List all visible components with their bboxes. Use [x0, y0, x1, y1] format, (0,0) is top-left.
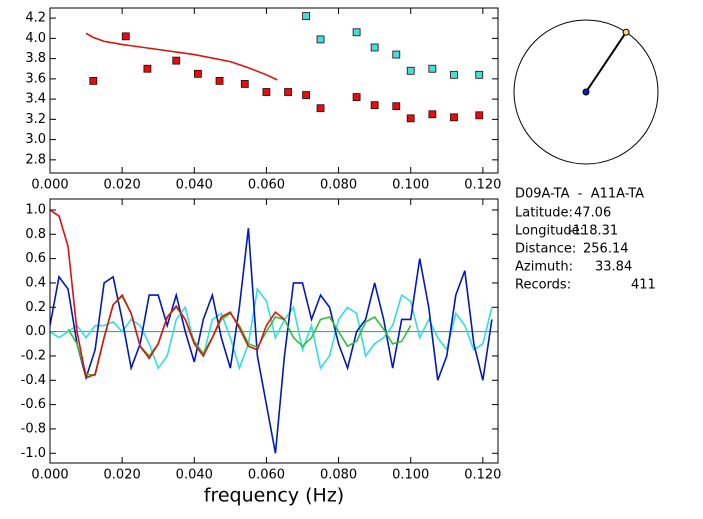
info-value: 411 [631, 278, 656, 293]
marker [316, 35, 325, 44]
marker [428, 64, 437, 73]
marker [450, 70, 458, 79]
line [50, 228, 493, 454]
x-tick-label: 0.000 [31, 468, 68, 483]
marker [352, 28, 361, 37]
y-tick-label: 4.2 [25, 11, 46, 26]
y-tick-label: -1.0 [21, 446, 46, 461]
marker [284, 88, 292, 96]
marker [475, 70, 484, 79]
marker [392, 50, 401, 59]
marker [240, 80, 249, 88]
marker [143, 64, 152, 73]
info-title: D09A-TA - A11A-TA [515, 187, 644, 202]
x-tick-label: 0.100 [392, 178, 429, 193]
info-label: Distance: [515, 242, 576, 257]
x-tick-label: 0.120 [464, 178, 501, 193]
marker [370, 43, 379, 52]
marker [406, 114, 415, 123]
y-tick-label: 3.2 [25, 112, 46, 127]
x-tick-label: 0.120 [464, 468, 501, 483]
marker [89, 76, 98, 85]
x-tick-label: 0.060 [248, 468, 285, 483]
marker [302, 91, 311, 99]
y-tick-label: 0.4 [25, 275, 46, 290]
station-marker [582, 88, 590, 96]
info-value: -118.31 [568, 224, 618, 239]
x-tick-label: 0.060 [248, 178, 285, 193]
marker [475, 111, 484, 120]
marker [370, 101, 379, 110]
y-tick-label: 4.0 [25, 31, 46, 46]
line [50, 209, 285, 379]
info-value: 33.84 [595, 260, 632, 275]
y-tick-label: 3.4 [25, 92, 46, 107]
info-label: Latitude: [515, 206, 573, 221]
plot-area [50, 209, 493, 454]
y-tick-label: 3.6 [25, 71, 46, 86]
marker [352, 93, 361, 101]
marker [215, 76, 224, 85]
info-value: 47.06 [574, 206, 611, 221]
y-tick-label: -0.6 [21, 397, 46, 412]
marker [262, 88, 271, 96]
y-tick-label: 3.0 [25, 132, 46, 147]
marker [302, 12, 311, 20]
x-tick-label: 0.040 [176, 468, 213, 483]
y-tick-label: 2.8 [25, 152, 46, 167]
y-tick-label: 0.8 [25, 227, 46, 242]
marker [450, 113, 458, 122]
info-label: Records: [515, 278, 571, 293]
marker [316, 104, 325, 113]
y-tick-label: 3.8 [25, 51, 46, 66]
azimuth-line [585, 31, 627, 93]
marker [406, 66, 415, 75]
x-tick-label: 0.080 [320, 468, 357, 483]
azimuth-marker [622, 28, 630, 36]
plot-frame [49, 7, 499, 174]
x-axis-label: frequency (Hz) [204, 485, 344, 507]
marker [392, 102, 401, 111]
y-tick-label: -0.8 [21, 421, 46, 436]
plot-area [85, 12, 484, 123]
y-tick-label: 0.0 [25, 324, 46, 339]
azimuth-circle [513, 19, 659, 165]
x-tick-label: 0.020 [104, 178, 141, 193]
y-tick-label: 0.6 [25, 251, 46, 266]
line [85, 32, 278, 81]
x-tick-label: 0.100 [392, 468, 429, 483]
x-tick-label: 0.040 [176, 178, 213, 193]
marker [172, 56, 181, 65]
y-tick-label: 0.2 [25, 300, 46, 315]
marker [428, 110, 437, 119]
x-tick-label: 0.020 [104, 468, 141, 483]
y-tick-label: 1.0 [25, 202, 46, 217]
marker [193, 69, 202, 78]
info-label: Longitude: [515, 224, 584, 239]
marker [121, 32, 130, 41]
plot-frame [49, 198, 499, 464]
info-value: 256.14 [583, 242, 629, 257]
x-tick-label: 0.000 [31, 178, 68, 193]
y-tick-label: -0.4 [21, 373, 46, 388]
info-label: Azimuth: [515, 260, 573, 275]
y-tick-label: -0.2 [21, 348, 46, 363]
x-tick-label: 0.080 [320, 178, 357, 193]
